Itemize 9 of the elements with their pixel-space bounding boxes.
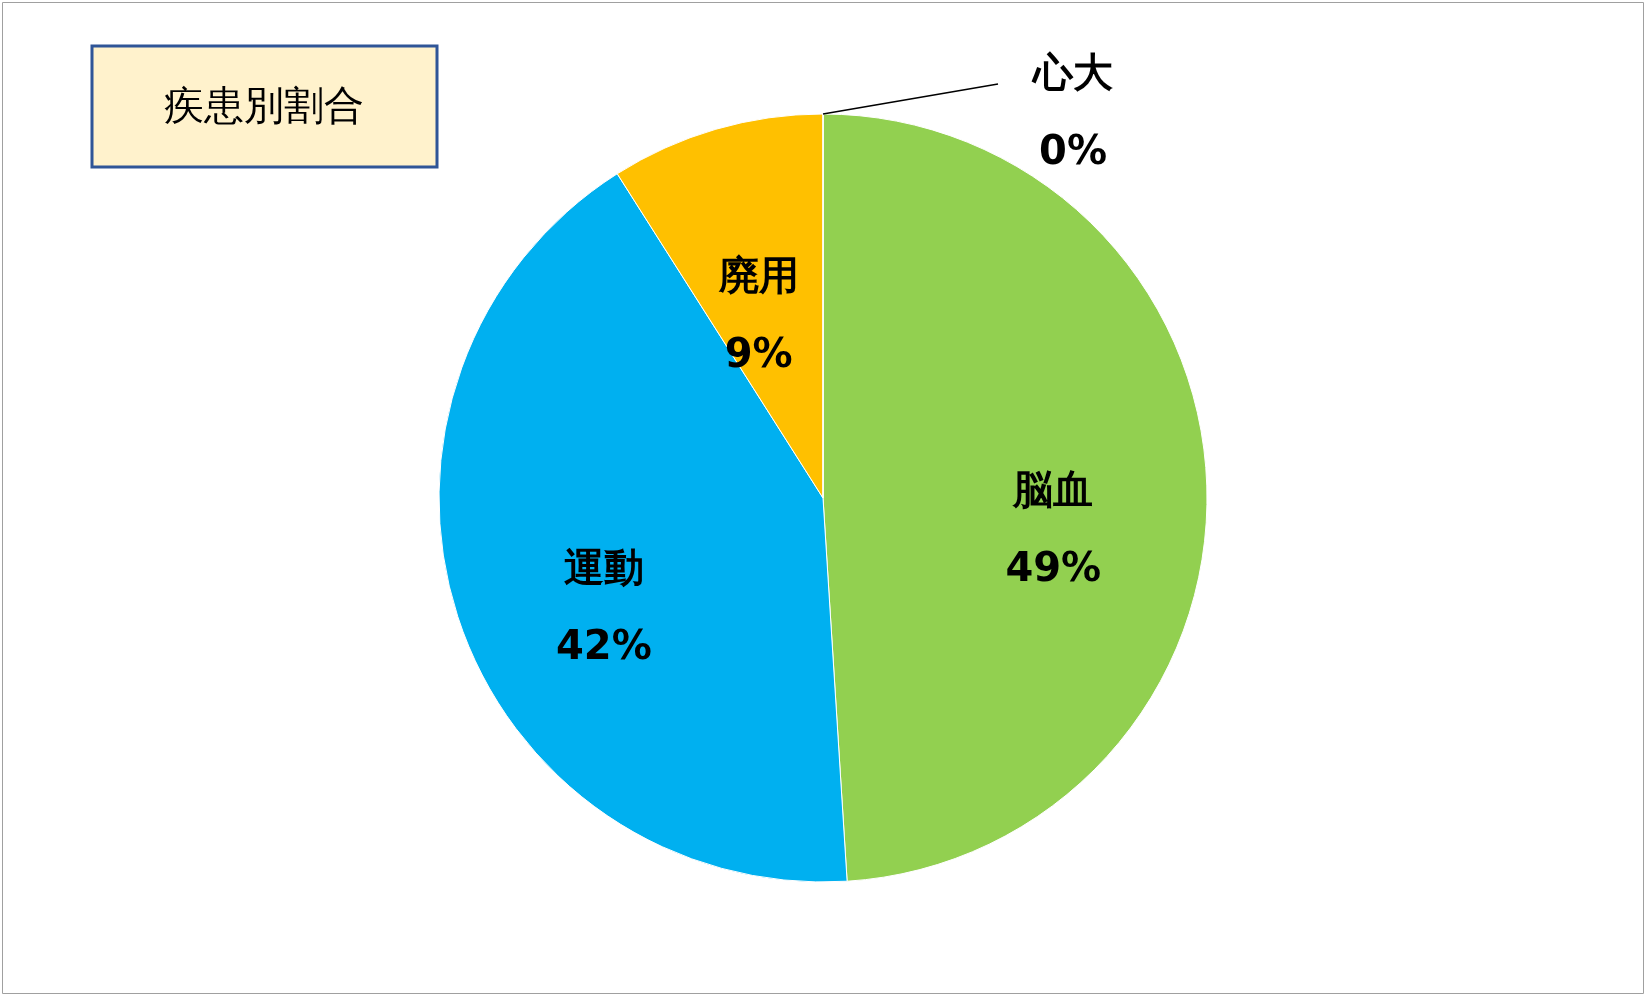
slice-label: 廃用 xyxy=(717,251,799,298)
data-label: 49% xyxy=(1005,543,1102,590)
text: 0% xyxy=(1039,127,1107,173)
data-label: 9% xyxy=(724,329,793,376)
text: 疾患別割合 xyxy=(164,82,364,128)
slice-label: 運動 xyxy=(563,544,644,591)
slice-label: 脳血 xyxy=(1012,465,1094,512)
legend-label: 心大 xyxy=(1031,49,1113,95)
data-label: 42% xyxy=(556,622,652,669)
